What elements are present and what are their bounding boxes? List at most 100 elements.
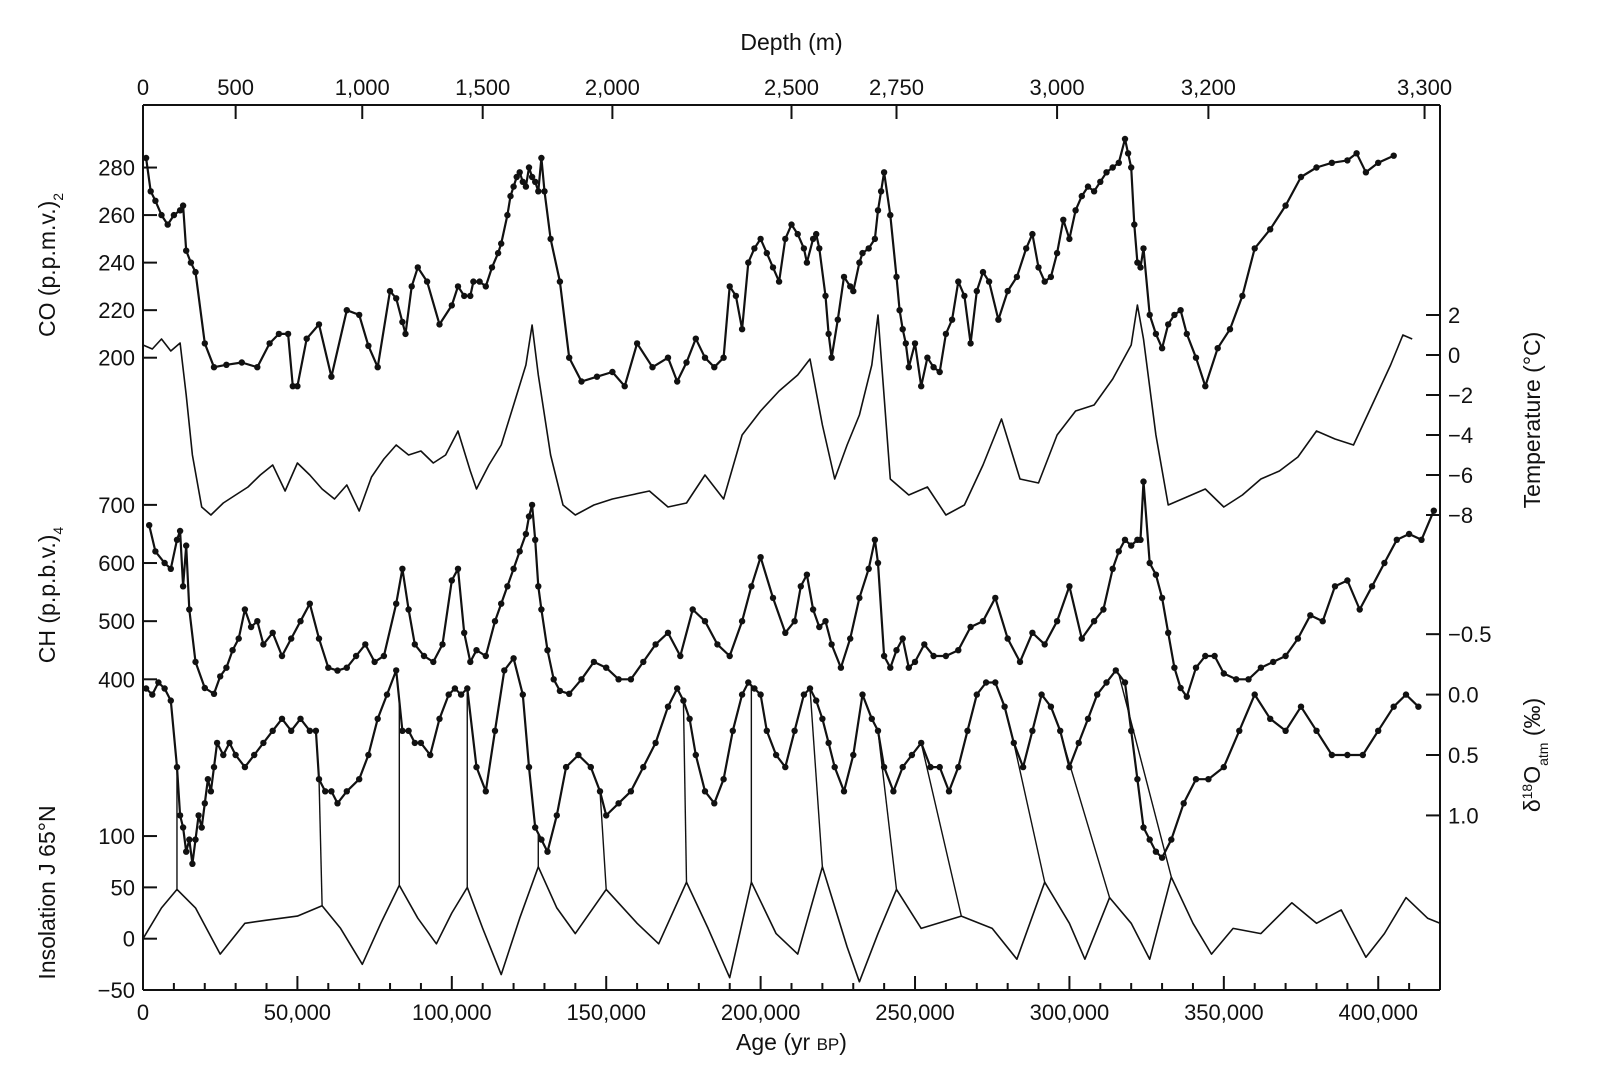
co2-point [880,169,888,176]
ch4-point [816,623,823,631]
d18o-point [791,727,798,734]
d18o-point [322,788,329,795]
d18o-point [763,727,770,734]
ch4-point [306,600,313,607]
co2-point [1152,330,1160,338]
ch4-point [461,629,468,636]
d18o-point [692,751,699,759]
d18o-point [1344,751,1351,759]
axes-layer [142,104,1441,991]
ch4-point [146,522,153,529]
co2-point [1344,157,1351,164]
ch4-point [887,664,894,671]
ch4-point [183,542,190,549]
ch4-point [615,676,622,683]
d18o-point [955,763,962,771]
co2-point [893,273,900,281]
d18o-point [411,739,418,747]
ch4-point [1270,658,1277,666]
d18o-tick-label: 0.0 [1448,683,1479,708]
d18o-point [269,727,276,734]
d18o-point [473,763,480,771]
co2-point [1013,273,1021,281]
co2-point [470,278,477,285]
co2-point [896,307,903,314]
co2-point [147,188,154,195]
co2-tick-label: 240 [98,251,135,276]
co2-point [1078,192,1086,200]
co2-point [609,368,616,376]
d18o-point [680,697,687,704]
ch4-point [210,690,218,697]
ch4-point [1192,664,1200,671]
temperature-tick-label: −8 [1448,503,1473,528]
d18o-point [945,788,953,795]
d18o-point [1038,691,1045,698]
ch4-point [516,548,523,555]
co2-point [720,354,727,361]
ch4-point [393,600,400,607]
ch4-point [880,652,888,660]
co2-point [1158,345,1166,352]
ch4-point [278,652,286,660]
d18o-point [161,685,168,692]
d18o-point [210,763,218,771]
d18o-point [278,715,286,722]
co2-point [593,373,601,380]
d18o-point [195,812,202,819]
co2-point [1066,235,1073,243]
d18o-point [297,715,304,722]
co2-point [1313,164,1320,171]
ch4-point [532,536,539,543]
co2-point [164,221,171,228]
co2-point [476,278,483,285]
co2-point [979,268,987,276]
x-tick-label: 200,000 [721,1000,801,1025]
co2-point [399,318,406,326]
co2-series-line [145,137,1395,388]
ch4-point [640,658,647,666]
co2-point [170,211,178,219]
ch4-point [748,583,755,590]
d18o-point [562,763,570,771]
d18o-point [179,824,187,831]
ch4-point [1220,670,1228,677]
co2-point [1177,307,1184,314]
ch4-point [420,652,428,660]
co2-point [1035,264,1042,271]
co2-point [948,316,956,323]
co2-point [519,178,526,185]
co2-point [482,283,489,290]
co2-point [510,183,517,190]
ch4-point [167,565,174,572]
ch4-tick-label: 600 [98,551,135,576]
ch4-point [1004,635,1011,642]
d18o-point [155,679,162,686]
d18o-point [1205,776,1212,783]
d18o-point [482,788,489,795]
d18o-point [288,727,295,734]
ch4-point [905,664,912,671]
ch4-point [979,618,987,625]
ch4-point [1152,571,1160,578]
insolation-tick-label: 50 [111,875,135,900]
ch4-point [362,641,369,648]
co2-point [782,235,789,243]
co2-point [1146,311,1153,319]
co2-point [633,340,641,347]
d18o-point [183,848,190,855]
ch4-point [1356,606,1363,613]
ch4-point [325,664,332,671]
ch4-point [352,652,360,660]
insolation-d18o-connector [1118,674,1173,878]
ch4-point [566,690,573,697]
co2-point [1004,287,1011,295]
d18o-point [806,685,814,692]
co2-point [1134,259,1141,266]
co2-point [828,354,835,361]
co2-point [414,264,421,271]
d18o-point [525,763,533,771]
co2-point [769,264,777,271]
d18o-point [908,751,916,759]
d18o-point [1146,836,1153,843]
